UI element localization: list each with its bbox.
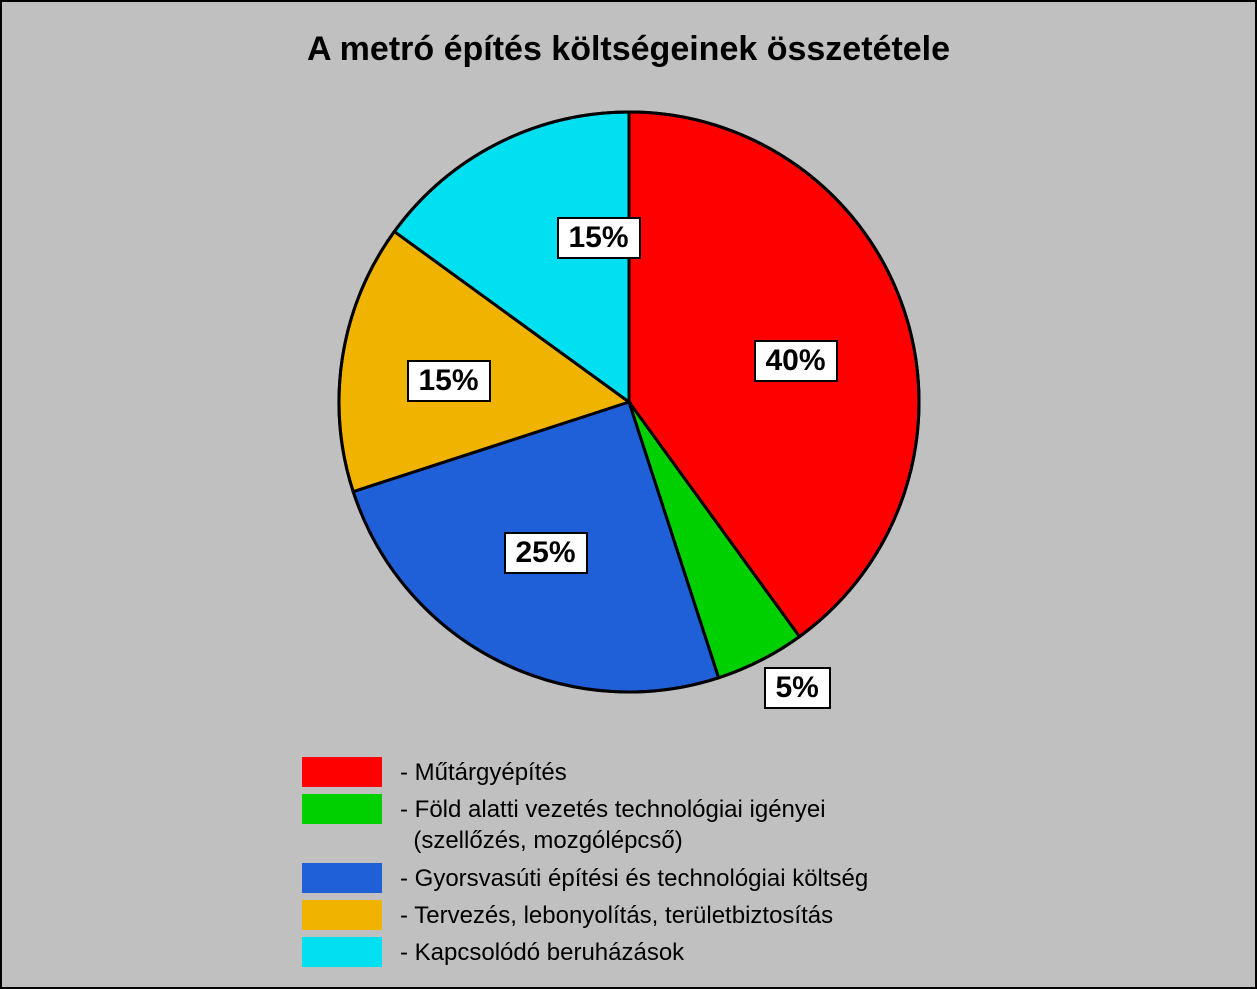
legend-row: - Kapcsolódó beruházások (302, 937, 868, 968)
legend-text: - Föld alatti vezetés technológiai igény… (400, 794, 826, 856)
legend: - Műtárgyépítés - Föld alatti vezetés tec… (302, 757, 868, 974)
legend-row: - Gyorsvasúti építési és technológiai kö… (302, 863, 868, 894)
legend-swatch (302, 937, 382, 967)
legend-text: - Gyorsvasúti építési és technológiai kö… (400, 863, 868, 894)
pie-chart-area: 40% 5% 25% 15% 15% (319, 102, 939, 727)
chart-container: A metró építés költségeinek összetétele … (0, 0, 1257, 989)
legend-row: - Műtárgyépítés (302, 757, 868, 788)
slice-label: 40% (754, 340, 838, 382)
legend-swatch (302, 794, 382, 824)
legend-text: - Tervezés, lebonyolítás, területbiztosí… (400, 900, 833, 931)
slice-label: 25% (504, 532, 588, 574)
legend-row: - Föld alatti vezetés technológiai igény… (302, 794, 868, 856)
legend-text: - Kapcsolódó beruházások (400, 937, 684, 968)
legend-swatch (302, 757, 382, 787)
legend-text: - Műtárgyépítés (400, 757, 567, 788)
legend-swatch (302, 900, 382, 930)
pie-chart-svg (319, 102, 939, 722)
legend-swatch (302, 863, 382, 893)
slice-label: 5% (764, 667, 831, 709)
legend-row: - Tervezés, lebonyolítás, területbiztosí… (302, 900, 868, 931)
slice-label: 15% (557, 217, 641, 259)
slice-label: 15% (407, 360, 491, 402)
chart-title: A metró építés költségeinek összetétele (2, 2, 1255, 69)
